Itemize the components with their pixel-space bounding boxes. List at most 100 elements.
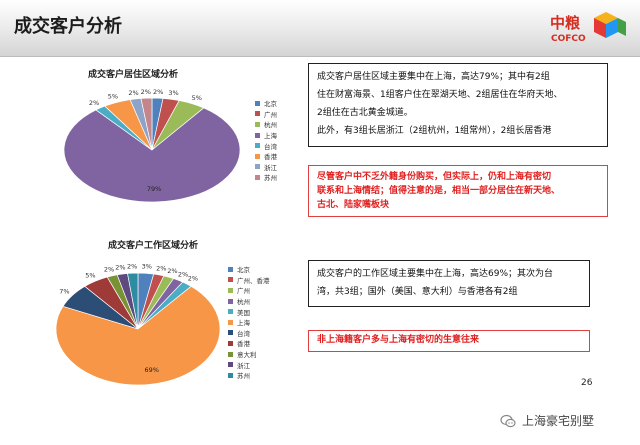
box1-line2: 住在财富海景、1组客户住在翠湖天地、2组居住在华府天地、 bbox=[317, 90, 563, 100]
chart1-legend-label: 上海 bbox=[264, 132, 277, 141]
chart2-legend-label: 苏州 bbox=[237, 372, 250, 381]
chart2-legend-item: 台湾 bbox=[228, 328, 270, 339]
chart1-data-label-2: 5% bbox=[192, 94, 202, 102]
chart2-legend-swatch bbox=[228, 340, 233, 346]
chart2-legend-item: 香港 bbox=[228, 338, 270, 349]
chart2-legend-item: 上海 bbox=[228, 317, 270, 328]
chart2-legend-swatch bbox=[228, 277, 233, 283]
slide-header: 成交客户分析 中粮 COFCO bbox=[0, 0, 640, 57]
chart2-legend-swatch bbox=[228, 287, 233, 293]
chart2-legend-item: 美国 bbox=[228, 306, 270, 317]
chart2-legend-swatch bbox=[228, 309, 233, 315]
chart1-legend-item: 上海 bbox=[255, 130, 277, 141]
chart2-legend-label: 广州、香港 bbox=[237, 276, 270, 285]
box1-line3: 2组住在古北黄金城道。 bbox=[317, 108, 413, 118]
chart1-legend-item: 浙江 bbox=[255, 162, 277, 173]
chart2-data-label-1: 2% bbox=[156, 264, 166, 272]
chart1-legend-label: 苏州 bbox=[264, 174, 277, 183]
chart1-legend-swatch bbox=[255, 143, 260, 149]
chart2-data-label-10: 2% bbox=[127, 262, 137, 270]
chart2-slice-5 bbox=[55, 285, 221, 386]
chart2-data-label-7: 5% bbox=[85, 271, 95, 279]
chart2-title: 成交客户工作区域分析 bbox=[108, 241, 199, 251]
chart2-legend-swatch bbox=[228, 266, 233, 272]
chart2-legend-label: 台湾 bbox=[237, 329, 250, 338]
chart2-data-label-9: 2% bbox=[115, 263, 125, 271]
chart2-legend-swatch bbox=[228, 319, 233, 325]
box3-line1: 成交客户的工作区域主要集中在上海，高达69%；其次为台 bbox=[317, 269, 554, 279]
chart1-legend-swatch bbox=[255, 132, 260, 138]
chart2-data-label-8: 2% bbox=[104, 265, 114, 273]
chart2-slice-10 bbox=[127, 272, 139, 330]
chart1-legend-swatch bbox=[255, 121, 260, 127]
box2-line3: 古北、陆家嘴板块 bbox=[317, 200, 390, 210]
chart2-data-label-0: 3% bbox=[142, 263, 152, 271]
residence-analysis-box: 成交客户居住区域主要集中在上海，高达79%；其中有2组 住在财富海景、1组客户住… bbox=[308, 63, 608, 147]
chart1-data-label-6: 2% bbox=[128, 89, 138, 97]
logo-cube-icon bbox=[594, 12, 626, 38]
chart1-legend-label: 杭州 bbox=[264, 121, 277, 130]
chart1-legend-label: 广州 bbox=[264, 110, 277, 119]
chart2-legend-swatch bbox=[228, 298, 233, 304]
chart1-legend-item: 香港 bbox=[255, 151, 277, 162]
chart2-legend-item: 意大利 bbox=[228, 349, 270, 360]
box3-line2: 湾，共3组；国外（美国、意大利）与香港各有2组 bbox=[317, 287, 518, 297]
box2-line2: 联系和上海情结；值得注意的是，相当一部分居住在新天地、 bbox=[317, 186, 561, 196]
logo-subtext: COFCO bbox=[551, 34, 586, 44]
wechat-icon bbox=[500, 414, 516, 427]
page-title: 成交客户分析 bbox=[14, 16, 122, 37]
chart2-legend: 北京 广州、香港广州 杭州 美国上海 台湾香港意大利 浙江苏州 bbox=[228, 264, 270, 381]
chart1-data-label-7: 2% bbox=[141, 88, 151, 96]
chart2-legend-swatch bbox=[228, 362, 233, 368]
chart1-legend-swatch bbox=[255, 100, 260, 106]
chart2-legend-swatch bbox=[228, 372, 233, 378]
chart2-legend-label: 意大利 bbox=[237, 351, 257, 360]
chart2-legend-swatch bbox=[228, 351, 233, 357]
chart2-data-label-2: 2% bbox=[167, 267, 177, 275]
chart2-data-label-4: 2% bbox=[188, 275, 198, 283]
residence-note-box: 尽管客户中不乏外籍身份购买，但实际上，仍和上海有密切 联系和上海情结；值得注意的… bbox=[308, 165, 608, 217]
chart2-legend-item: 苏州 bbox=[228, 370, 270, 381]
chart2-legend-label: 北京 bbox=[237, 266, 250, 275]
chart1-legend-item: 北京 bbox=[255, 98, 277, 109]
workplace-note-box: 非上海籍客户多与上海有密切的生意往来 bbox=[308, 330, 590, 352]
box2-line1: 尽管客户中不乏外籍身份购买，但实际上，仍和上海有密切 bbox=[317, 172, 552, 182]
chart2-data-label-5: 69% bbox=[144, 366, 158, 374]
chart2-legend-item: 广州、香港 bbox=[228, 275, 270, 286]
box1-line4: 此外，有3组长居浙江（2组杭州，1组常州），2组长居香港 bbox=[317, 126, 552, 136]
chart1-pie: 2% 3%5%79%2%5% 2% 2% bbox=[63, 88, 241, 203]
box1-line1: 成交客户居住区域主要集中在上海，高达79%；其中有2组 bbox=[317, 72, 550, 82]
chart2-data-label-6: 7% bbox=[59, 287, 69, 295]
page-number: 26 bbox=[581, 378, 593, 388]
chart1-legend-item: 广州 bbox=[255, 109, 277, 120]
chart2-legend-item: 广州 bbox=[228, 285, 270, 296]
chart2-legend-item: 浙江 bbox=[228, 359, 270, 370]
chart2-legend-swatch bbox=[228, 330, 233, 336]
box4-text: 非上海籍客户多与上海有密切的生意往来 bbox=[317, 335, 480, 345]
chart1-legend-item: 苏州 bbox=[255, 172, 277, 183]
chart2-legend-label: 广州 bbox=[237, 287, 250, 296]
chart2-legend-item: 北京 bbox=[228, 264, 270, 275]
chart1-data-label-4: 2% bbox=[89, 99, 99, 107]
chart2-legend-item: 杭州 bbox=[228, 296, 270, 307]
chart2-pie: 3% 2% 2% 2%2%69%7%5%2% 2% 2% bbox=[55, 262, 221, 386]
chart2-data-label-3: 2% bbox=[178, 270, 188, 278]
chart1-legend-swatch bbox=[255, 111, 260, 117]
chart1-data-label-5: 5% bbox=[108, 93, 118, 101]
workplace-analysis-box: 成交客户的工作区域主要集中在上海，高达69%；其次为台 湾，共3组；国外（美国、… bbox=[308, 260, 590, 307]
chart1-data-label-1: 3% bbox=[168, 89, 178, 97]
cofco-logo: 中粮 COFCO bbox=[550, 12, 626, 44]
chart1-legend-swatch bbox=[255, 174, 260, 180]
chart1-legend-label: 浙江 bbox=[264, 163, 277, 172]
chart1-legend-item: 台湾 bbox=[255, 140, 277, 151]
chart2-legend-label: 上海 bbox=[237, 319, 250, 328]
chart1-legend-item: 杭州 bbox=[255, 119, 277, 130]
chart1-legend-label: 北京 bbox=[264, 100, 277, 109]
chart1-legend-label: 香港 bbox=[264, 153, 277, 162]
chart1-data-label-3: 79% bbox=[147, 185, 161, 193]
watermark-text: 上海豪宅别墅 bbox=[522, 414, 595, 428]
chart1-legend: 北京 广州杭州上海 台湾香港 浙江苏州 bbox=[255, 98, 277, 183]
chart1-legend-label: 台湾 bbox=[264, 142, 277, 151]
chart2-legend-label: 香港 bbox=[237, 340, 250, 349]
chart2-legend-label: 美国 bbox=[237, 308, 250, 317]
